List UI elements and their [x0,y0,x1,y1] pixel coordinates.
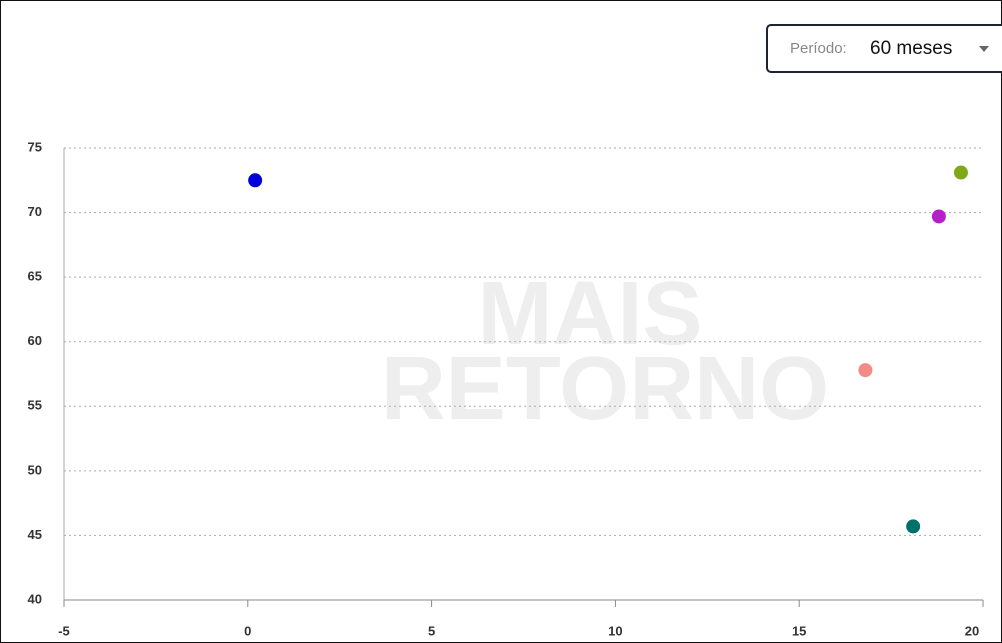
dropdown-caret [979,46,989,52]
x-tick-label: 15 [792,623,806,638]
point [906,519,921,534]
y-tick-label: 50 [28,462,42,477]
y-tick-label: 40 [28,591,42,606]
point [931,209,946,224]
y-tick-label: 75 [28,139,42,154]
y-tick-label: 45 [28,527,42,542]
watermark: RETORNO [381,339,829,439]
point [248,173,263,188]
x-tick-label: 0 [244,623,251,638]
y-tick-label: 65 [28,269,42,284]
y-tick-label: 55 [28,398,42,413]
watermark: MAIS [478,264,703,364]
period-dropdown[interactable]: Período: 60 meses [766,24,1002,73]
x-tick-label: 10 [608,623,622,638]
x-tick-label: 20 [965,623,979,638]
x-tick-label: -5 [58,623,70,638]
dropdown-label: Período: [790,40,847,57]
y-tick-label: 70 [28,204,42,219]
dropdown-box[interactable] [766,24,1002,73]
y-tick-label: 60 [28,333,42,348]
dropdown-value: 60 meses [870,38,952,59]
point [953,165,968,180]
x-tick-label: 5 [428,623,435,638]
point [858,363,873,378]
